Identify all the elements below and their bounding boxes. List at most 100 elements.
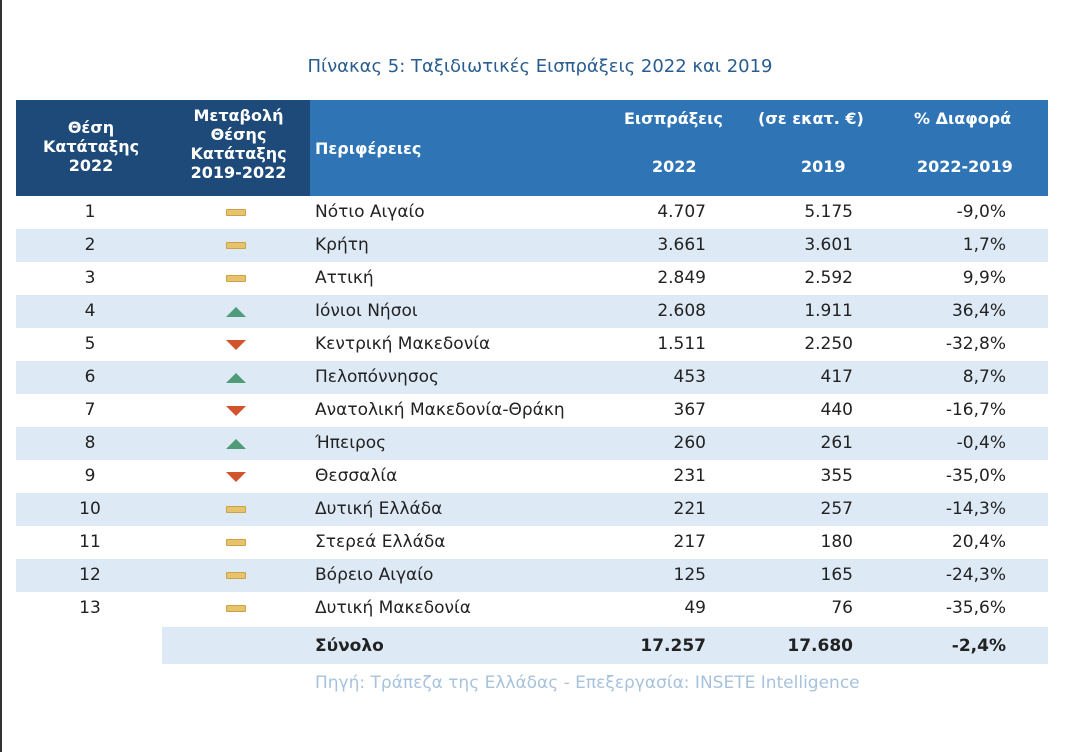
pct-diff: -16,7% xyxy=(945,400,1006,420)
receipts-2019: 3.601 xyxy=(804,235,853,255)
region-name: Βόρειο Αιγαίο xyxy=(315,565,434,585)
left-border xyxy=(0,0,2,752)
rank: 1 xyxy=(84,202,96,222)
rank: 7 xyxy=(84,400,96,420)
table-row: 4 Ιόνιοι Νήσοι 2.608 1.911 36,4% xyxy=(16,295,1048,328)
rank: 12 xyxy=(79,565,101,585)
receipts-2019: 76 xyxy=(831,598,853,618)
receipts-2019: 257 xyxy=(820,499,853,519)
arrow-down-icon xyxy=(226,472,246,482)
table-row: 1 Νότιο Αιγαίο 4.707 5.175 -9,0% xyxy=(16,196,1048,229)
no-change-icon xyxy=(226,275,246,282)
no-change-icon xyxy=(226,539,246,546)
region-name: Ανατολική Μακεδονία-Θράκη xyxy=(315,400,565,420)
arrow-up-icon xyxy=(226,373,246,383)
receipts-2019: 1.911 xyxy=(804,301,853,321)
pct-diff: 36,4% xyxy=(951,301,1006,321)
region-name: Κρήτη xyxy=(315,235,369,255)
total-2022: 17.257 xyxy=(640,636,706,656)
rank: 9 xyxy=(84,466,96,486)
header-2022: 2022 xyxy=(652,157,697,176)
receipts-2019: 2.250 xyxy=(804,334,853,354)
header-2019: 2019 xyxy=(801,157,846,176)
receipts-2022: 221 xyxy=(673,499,706,519)
rank: 3 xyxy=(84,268,96,288)
receipts-2019: 165 xyxy=(820,565,853,585)
table-row: 9 Θεσσαλία 231 355 -35,0% xyxy=(16,460,1048,493)
pct-diff: 8,7% xyxy=(962,367,1006,387)
receipts-2022: 125 xyxy=(673,565,706,585)
table-header: Θέση Κατάταξης 2022 Μεταβολή Θέσης Κατάτ… xyxy=(16,100,1048,196)
table-row: 8 Ήπειρος 260 261 -0,4% xyxy=(16,427,1048,460)
pct-diff: 20,4% xyxy=(951,532,1006,552)
pct-diff: -35,6% xyxy=(945,598,1006,618)
no-change-icon xyxy=(226,506,246,513)
pct-diff: -9,0% xyxy=(956,202,1006,222)
receipts-2022: 4.707 xyxy=(657,202,706,222)
receipts-2019: 180 xyxy=(820,532,853,552)
table-row: 13 Δυτική Μακεδονία 49 76 -35,6% xyxy=(16,592,1048,625)
region-name: Δυτική Ελλάδα xyxy=(315,499,443,519)
table-row: 5 Κεντρική Μακεδονία 1.511 2.250 -32,8% xyxy=(16,328,1048,361)
receipts-2022: 453 xyxy=(673,367,706,387)
receipts-2022: 1.511 xyxy=(657,334,706,354)
rank: 4 xyxy=(84,301,96,321)
table-body: 1 Νότιο Αιγαίο 4.707 5.175 -9,0% 2 Κρήτη … xyxy=(16,196,1048,625)
receipts-2019: 2.592 xyxy=(804,268,853,288)
header-diff: % Διαφορά xyxy=(914,109,1012,128)
rank: 13 xyxy=(79,598,101,618)
total-label: Σύνολο xyxy=(315,636,384,656)
table-row: 10 Δυτική Ελλάδα 221 257 -14,3% xyxy=(16,493,1048,526)
receipts-2019: 440 xyxy=(820,400,853,420)
pct-diff: -0,4% xyxy=(956,433,1006,453)
region-name: Κεντρική Μακεδονία xyxy=(315,334,491,354)
region-name: Στερεά Ελλάδα xyxy=(315,532,446,552)
pct-diff: -35,0% xyxy=(945,466,1006,486)
rank: 2 xyxy=(84,235,96,255)
header-rank: Θέση Κατάταξης 2022 xyxy=(42,118,140,175)
header-unit: (σε εκατ. €) xyxy=(758,109,864,128)
receipts-2019: 5.175 xyxy=(804,202,853,222)
no-change-icon xyxy=(226,605,246,612)
table-row: 12 Βόρειο Αιγαίο 125 165 -24,3% xyxy=(16,559,1048,592)
total-2019: 17.680 xyxy=(787,636,853,656)
pct-diff: 1,7% xyxy=(962,235,1006,255)
rank: 10 xyxy=(79,499,101,519)
pct-diff: -24,3% xyxy=(945,565,1006,585)
receipts-2022: 2.608 xyxy=(657,301,706,321)
region-name: Ήπειρος xyxy=(315,433,387,453)
header-region: Περιφέρειες xyxy=(315,139,422,158)
arrow-up-icon xyxy=(226,439,246,449)
receipts-2022: 49 xyxy=(684,598,706,618)
total-row: Σύνολο 17.257 17.680 -2,4% xyxy=(162,627,1048,664)
receipts-2022: 367 xyxy=(673,400,706,420)
no-change-icon xyxy=(226,242,246,249)
receipts-2022: 231 xyxy=(673,466,706,486)
arrow-up-icon xyxy=(226,307,246,317)
rank: 8 xyxy=(84,433,96,453)
pct-diff: -32,8% xyxy=(945,334,1006,354)
rank: 6 xyxy=(84,367,96,387)
table-row: 2 Κρήτη 3.661 3.601 1,7% xyxy=(16,229,1048,262)
receipts-2019: 261 xyxy=(820,433,853,453)
source-note: Πηγή: Τράπεζα της Ελλάδας - Επεξεργασία:… xyxy=(315,673,860,693)
region-name: Αττική xyxy=(315,268,374,288)
region-name: Δυτική Μακεδονία xyxy=(315,598,471,618)
arrow-down-icon xyxy=(226,340,246,350)
receipts-2022: 3.661 xyxy=(657,235,706,255)
table-row: 7 Ανατολική Μακεδονία-Θράκη 367 440 -16,… xyxy=(16,394,1048,427)
table-row: 11 Στερεά Ελλάδα 217 180 20,4% xyxy=(16,526,1048,559)
region-name: Θεσσαλία xyxy=(315,466,398,486)
rank: 5 xyxy=(84,334,96,354)
header-receipts: Εισπράξεις xyxy=(624,109,723,128)
header-rank-change: Μεταβολή Θέσης Κατάταξης 2019-2022 xyxy=(190,106,287,182)
no-change-icon xyxy=(226,572,246,579)
receipts-2022: 260 xyxy=(673,433,706,453)
arrow-down-icon xyxy=(226,406,246,416)
header-range: 2022-2019 xyxy=(917,157,1013,176)
total-pct: -2,4% xyxy=(951,636,1006,656)
table-row: 6 Πελοπόννησος 453 417 8,7% xyxy=(16,361,1048,394)
pct-diff: -14,3% xyxy=(945,499,1006,519)
rank: 11 xyxy=(79,532,101,552)
no-change-icon xyxy=(226,209,246,216)
